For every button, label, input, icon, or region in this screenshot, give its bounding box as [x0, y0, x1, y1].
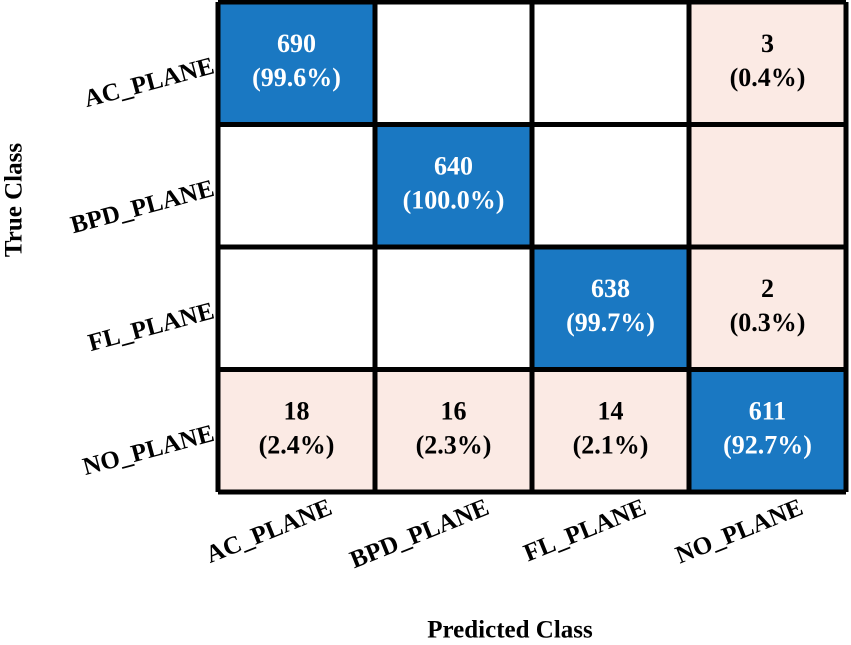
cell-percent: (2.3%)	[416, 431, 492, 460]
cell	[375, 2, 532, 125]
cell-count: 611	[749, 397, 787, 426]
y-tick-label: BPD_PLANE	[68, 175, 217, 239]
cell-count: 16	[441, 397, 467, 426]
cell	[218, 124, 375, 247]
cell-percent: (0.3%)	[730, 308, 806, 337]
cell-percent: (99.6%)	[252, 63, 341, 92]
cell-percent: (92.7%)	[723, 431, 812, 460]
cell-count: 690	[277, 29, 316, 58]
cell	[689, 124, 846, 247]
cell	[218, 2, 375, 125]
cell	[218, 369, 375, 492]
x-axis-title: Predicted Class	[427, 617, 593, 644]
cell	[689, 2, 846, 125]
cell	[532, 2, 689, 125]
cell-count: 2	[761, 274, 774, 303]
x-tick-label: FL_PLANE	[520, 494, 650, 567]
cell	[532, 124, 689, 247]
cell-percent: (100.0%)	[403, 186, 505, 215]
cell-percent: (99.7%)	[566, 308, 655, 337]
cell-count: 14	[598, 397, 624, 426]
cell	[689, 247, 846, 370]
x-tick-label: AC_PLANE	[202, 494, 336, 569]
cell	[375, 247, 532, 370]
cell	[375, 124, 532, 247]
cell-percent: (0.4%)	[730, 63, 806, 92]
cell-percent: (2.4%)	[259, 431, 335, 460]
y-tick-label: FL_PLANE	[85, 298, 217, 358]
cell-count: 640	[434, 152, 473, 181]
y-axis-title: True Class	[1, 143, 28, 257]
x-tick-label: BPD_PLANE	[346, 494, 493, 574]
x-tick-label: NO_PLANE	[672, 494, 807, 570]
cell-count: 3	[761, 29, 774, 58]
y-tick-label: NO_PLANE	[80, 420, 217, 481]
cell	[218, 247, 375, 370]
cell-percent: (2.1%)	[573, 431, 649, 460]
cell	[375, 369, 532, 492]
cell-count: 18	[284, 397, 310, 426]
cell-count: 638	[591, 274, 630, 303]
y-tick-label: AC_PLANE	[81, 53, 217, 114]
cell	[689, 369, 846, 492]
cell	[532, 369, 689, 492]
cell	[532, 247, 689, 370]
